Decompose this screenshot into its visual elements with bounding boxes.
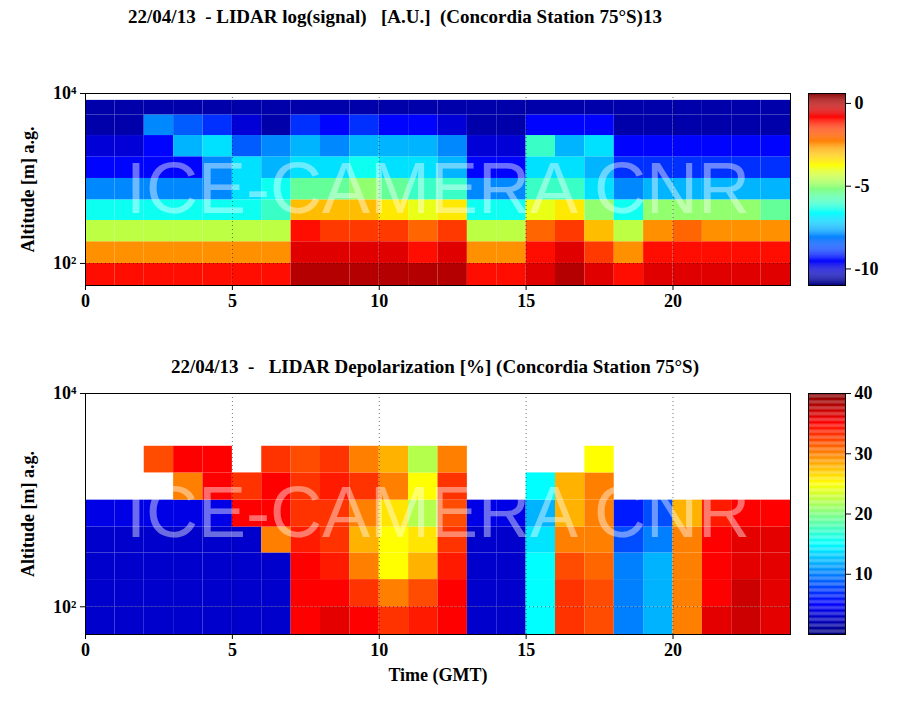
html-text:22/04/13 - LIDAR log(signal) [: 22/04/13 - LIDAR log(signal) [A.U.] (Con… xyxy=(128,6,662,27)
svg-text:0: 0 xyxy=(81,640,90,660)
svg-text:Time (GMT): Time (GMT) xyxy=(388,665,487,686)
svg-text:15: 15 xyxy=(517,291,535,311)
svg-text:5: 5 xyxy=(228,291,237,311)
svg-text:Altitude [m] a.g.: Altitude [m] a.g. xyxy=(18,127,38,253)
svg-text:0: 0 xyxy=(855,93,864,113)
svg-text:10⁴: 10⁴ xyxy=(53,383,77,403)
svg-text:-5: -5 xyxy=(855,176,870,196)
svg-text:10²: 10² xyxy=(53,253,76,273)
svg-text:0: 0 xyxy=(81,291,90,311)
svg-text:5: 5 xyxy=(228,640,237,660)
svg-text:-10: -10 xyxy=(855,259,879,279)
html-text:22/04/13 - LIDAR Depolarizatio: 22/04/13 - LIDAR Depolarization [%] (Con… xyxy=(171,356,699,377)
svg-text:10: 10 xyxy=(370,291,388,311)
svg-text:10: 10 xyxy=(370,640,388,660)
svg-text:20: 20 xyxy=(664,640,682,660)
svg-text:20: 20 xyxy=(664,291,682,311)
svg-text:10: 10 xyxy=(855,564,873,584)
svg-text:ICE-CAMERA CNR: ICE-CAMERA CNR xyxy=(126,472,750,552)
svg-text:10⁴: 10⁴ xyxy=(53,83,77,103)
svg-text:40: 40 xyxy=(855,383,873,403)
svg-text:Altitude [m] a.g.: Altitude [m] a.g. xyxy=(18,451,38,577)
svg-text:20: 20 xyxy=(855,504,873,524)
svg-text:10²: 10² xyxy=(53,597,76,617)
svg-text:30: 30 xyxy=(855,444,873,464)
svg-text:15: 15 xyxy=(517,640,535,660)
svg-text:ICE-CAMERA CNR: ICE-CAMERA CNR xyxy=(126,148,750,228)
